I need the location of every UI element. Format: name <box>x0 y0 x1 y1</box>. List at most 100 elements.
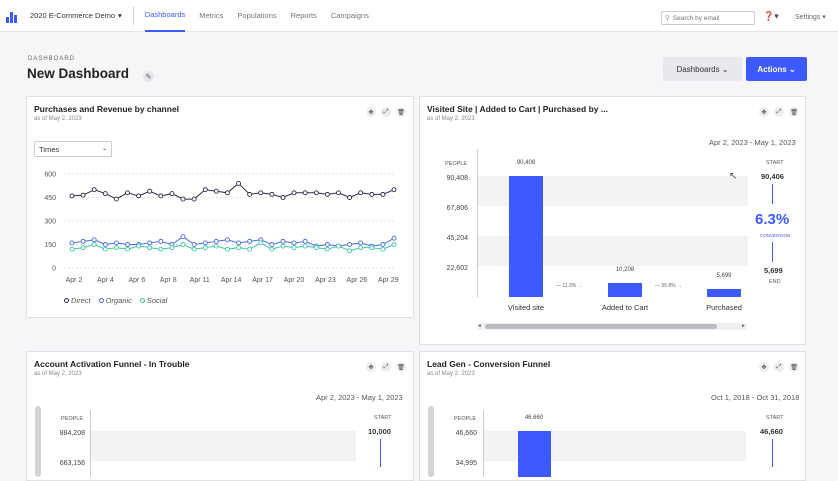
data-point-social[interactable] <box>125 246 130 252</box>
data-point-organic[interactable] <box>324 242 330 247</box>
data-point-organic[interactable] <box>91 237 97 243</box>
data-point-organic[interactable] <box>180 234 186 240</box>
bar-step-1[interactable] <box>518 431 551 477</box>
data-point-social[interactable] <box>224 246 230 252</box>
data-point-organic[interactable] <box>158 238 164 244</box>
delete-icon[interactable]: 🗑 <box>396 362 406 372</box>
data-point-direct[interactable] <box>291 190 297 196</box>
data-point-direct[interactable] <box>313 190 319 196</box>
expand-icon[interactable]: ⤢ <box>774 362 784 372</box>
data-point-direct[interactable] <box>169 191 175 197</box>
scroll-right-icon[interactable]: ▸ <box>742 323 745 329</box>
settings-menu[interactable]: Settings ▾ <box>795 14 826 21</box>
data-point-social[interactable] <box>302 243 308 249</box>
data-point-direct[interactable] <box>91 187 97 193</box>
help-icon[interactable]: ❓▾ <box>763 11 779 21</box>
data-point-social[interactable] <box>336 243 341 249</box>
data-point-organic[interactable] <box>291 240 297 246</box>
data-point-organic[interactable] <box>69 240 75 246</box>
scrollbar-thumb[interactable] <box>485 324 717 329</box>
data-point-direct[interactable] <box>236 180 242 186</box>
data-point-social[interactable] <box>102 246 108 252</box>
bar-added-to-cart[interactable] <box>608 283 642 297</box>
data-point-direct[interactable] <box>336 190 341 196</box>
data-point-social[interactable] <box>147 245 153 251</box>
data-point-direct[interactable] <box>147 188 153 194</box>
data-point-organic[interactable] <box>247 238 253 244</box>
data-point-organic[interactable] <box>280 238 286 244</box>
move-icon[interactable]: ✥ <box>366 362 376 372</box>
legend-direct[interactable]: Direct <box>64 296 91 305</box>
data-point-social[interactable] <box>380 246 386 252</box>
data-point-organic[interactable] <box>113 240 119 246</box>
data-point-organic[interactable] <box>213 238 219 244</box>
search-input[interactable] <box>672 14 743 22</box>
legend-organic[interactable]: Organic <box>98 296 132 305</box>
data-point-direct[interactable] <box>125 190 130 196</box>
data-point-organic[interactable] <box>269 242 275 247</box>
data-point-organic[interactable] <box>80 238 86 244</box>
move-icon[interactable]: ✥ <box>759 362 769 372</box>
bar-visited-site[interactable] <box>509 176 543 297</box>
expand-icon[interactable]: ⤢ <box>774 107 784 117</box>
edit-title-pencil-icon[interactable]: ✎ <box>143 71 154 82</box>
data-point-organic[interactable] <box>224 237 230 243</box>
actions-button[interactable]: Actions ⌄ <box>746 57 807 81</box>
bar-purchased[interactable] <box>707 289 741 297</box>
data-point-direct[interactable] <box>358 190 364 196</box>
data-point-social[interactable] <box>369 245 375 251</box>
data-point-direct[interactable] <box>347 195 353 200</box>
data-point-direct[interactable] <box>180 196 186 202</box>
data-point-direct[interactable] <box>224 190 230 196</box>
data-point-organic[interactable] <box>125 242 130 247</box>
data-point-direct[interactable] <box>324 191 330 197</box>
data-point-social[interactable] <box>269 246 275 252</box>
data-point-social[interactable] <box>313 245 319 251</box>
data-point-social[interactable] <box>180 242 186 247</box>
data-point-organic[interactable] <box>147 240 153 246</box>
data-point-social[interactable] <box>291 245 297 251</box>
vertical-scrollbar[interactable] <box>35 406 41 477</box>
data-point-organic[interactable] <box>191 242 197 247</box>
data-point-direct[interactable] <box>113 196 119 202</box>
tab-metrics[interactable]: Metrics <box>199 11 224 20</box>
legend-social[interactable]: Social <box>139 296 167 305</box>
data-point-direct[interactable] <box>302 190 308 196</box>
metric-dropdown[interactable]: Times ⌄ <box>34 141 112 157</box>
tab-reports[interactable]: Reports <box>290 11 317 20</box>
data-point-social[interactable] <box>191 246 197 252</box>
tab-dashboards[interactable]: Dashboards <box>144 0 186 32</box>
data-point-direct[interactable] <box>269 191 275 197</box>
data-point-organic[interactable] <box>302 238 308 244</box>
delete-icon[interactable]: 🗑 <box>789 107 799 117</box>
scroll-left-icon[interactable]: ◂ <box>478 323 481 329</box>
data-point-social[interactable] <box>169 245 175 251</box>
data-point-social[interactable] <box>358 245 364 251</box>
email-search-box[interactable]: ⚲ <box>661 11 755 25</box>
dashboards-button[interactable]: Dashboards ⌄ <box>663 57 742 81</box>
data-point-social[interactable] <box>247 246 253 252</box>
data-point-social[interactable] <box>158 246 164 252</box>
series-line-direct[interactable] <box>71 182 395 200</box>
data-point-social[interactable] <box>113 245 119 251</box>
data-point-organic[interactable] <box>358 240 364 246</box>
data-point-social[interactable] <box>280 243 286 249</box>
data-point-organic[interactable] <box>347 242 353 247</box>
expand-icon[interactable]: ⤢ <box>381 362 391 372</box>
move-icon[interactable]: ✥ <box>759 107 769 117</box>
data-point-social[interactable] <box>136 243 142 249</box>
data-point-organic[interactable] <box>236 240 242 246</box>
data-point-social[interactable] <box>324 246 330 252</box>
project-selector[interactable]: 2020 E-Commerce Demo ▾ <box>30 11 122 20</box>
data-point-social[interactable] <box>236 245 242 251</box>
data-point-direct[interactable] <box>191 196 197 202</box>
data-point-direct[interactable] <box>158 193 164 199</box>
delete-icon[interactable]: 🗑 <box>396 107 406 117</box>
data-point-social[interactable] <box>202 245 208 251</box>
data-point-social[interactable] <box>347 248 353 254</box>
tab-campaigns[interactable]: Campaigns <box>330 11 369 20</box>
data-point-organic[interactable] <box>102 242 108 247</box>
data-point-social[interactable] <box>91 242 97 247</box>
data-point-direct[interactable] <box>69 193 75 199</box>
data-point-direct[interactable] <box>258 190 264 196</box>
